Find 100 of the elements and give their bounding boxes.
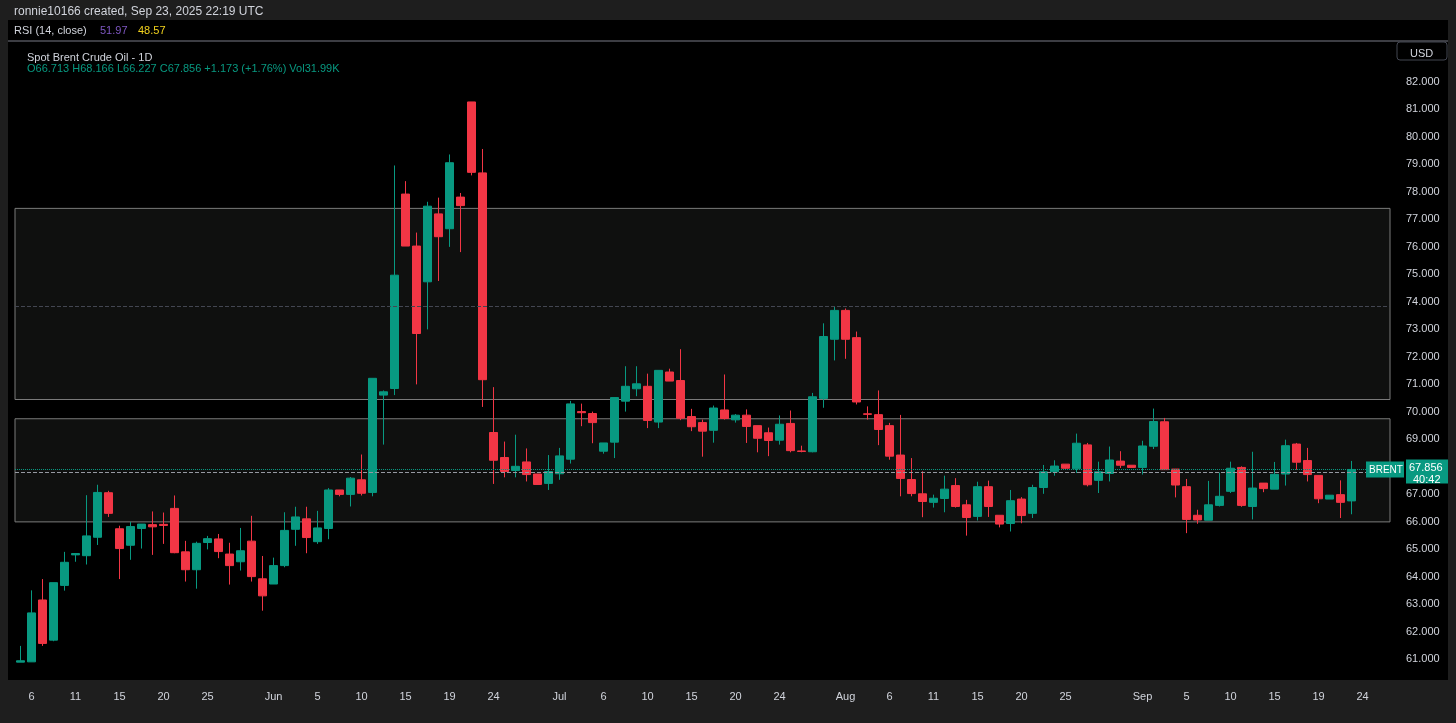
x-tick-label: 10: [355, 689, 368, 702]
x-tick-label: 24: [773, 689, 786, 702]
candlestick: [137, 523, 146, 550]
candlestick: [302, 506, 311, 554]
text: 51.97: [100, 23, 128, 36]
candlestick: [1182, 478, 1191, 534]
x-tick-label: 24: [1356, 689, 1369, 702]
candlestick: [434, 197, 443, 282]
candlestick: [742, 408, 751, 444]
candlestick: [192, 541, 201, 590]
x-tick-label: 25: [201, 689, 214, 702]
x-tick-label: 20: [157, 689, 170, 702]
candlestick: [478, 148, 487, 408]
candlestick: [764, 427, 773, 457]
x-tick-label: 11: [927, 689, 940, 702]
x-tick-label: 6: [28, 689, 35, 702]
candlestick: [489, 386, 498, 485]
candlestick: [995, 514, 1004, 528]
candlestick: [1193, 509, 1202, 525]
y-tick-label: 70.000: [1406, 404, 1440, 417]
candlestick: [632, 365, 641, 397]
candlestick: [159, 512, 168, 545]
x-tick-label: 25: [1059, 689, 1072, 702]
candlestick: [38, 578, 47, 647]
x-tick-label: 24: [487, 689, 500, 702]
text: Spot Brent Crude Oil - 1D: [27, 50, 153, 63]
candlestick: [236, 527, 245, 572]
candlestick: [456, 192, 465, 253]
candlestick: [1303, 447, 1312, 482]
y-tick-label: 67.000: [1406, 487, 1440, 499]
candlestick: [665, 368, 674, 382]
candlestick: [412, 232, 421, 385]
candlestick: [1083, 442, 1092, 487]
y-tick-label: 75.000: [1406, 267, 1440, 279]
text: O66.713 H68.166 L66.227 C67.856 +1.173 (+1.76%) Vol31.99K: [27, 61, 341, 74]
candlestick: [610, 397, 619, 459]
candlestick: [808, 392, 817, 453]
x-tick-label: 19: [443, 689, 456, 702]
candlestick: [71, 552, 80, 563]
candlestick: [1314, 474, 1323, 504]
x-tick-label: 20: [729, 689, 742, 702]
candlestick: [1160, 417, 1169, 471]
y-tick-label: 73.000: [1406, 322, 1440, 334]
x-tick-label: 10: [1224, 689, 1237, 702]
y-tick-label: 74.000: [1406, 294, 1440, 307]
candlestick: [951, 477, 960, 509]
x-tick-label: 15: [971, 689, 984, 702]
candlestick: [731, 413, 740, 424]
candlestick: [533, 473, 542, 485]
candlestick: [654, 369, 663, 429]
candlestick: [181, 540, 190, 583]
candlestick: [1028, 484, 1037, 519]
candlestick: [1204, 480, 1213, 521]
x-tick-label: 6: [600, 689, 607, 702]
y-tick-label: 80.000: [1406, 129, 1440, 142]
ref-line-label: BRENT: [1369, 463, 1403, 475]
candlestick: [291, 506, 300, 547]
candlestick: [676, 348, 685, 421]
candlestick: [423, 201, 432, 330]
candlestick: [918, 470, 927, 518]
candlestick: [775, 414, 784, 446]
candlestick: [203, 535, 212, 550]
x-tick-label: Jun: [264, 689, 283, 702]
candlestick: [60, 551, 69, 592]
candlestick: [104, 490, 113, 518]
candlestick: [126, 521, 135, 561]
candlestick: [984, 480, 993, 518]
candlestick: [49, 582, 58, 642]
candlestick: [797, 445, 806, 453]
y-tick-label: 81.000: [1406, 102, 1440, 114]
candlestick: [621, 365, 630, 413]
candlestick: [247, 515, 256, 583]
candlestick: [874, 389, 883, 446]
candlestick: [346, 476, 355, 507]
candlestick: [401, 180, 410, 247]
candlestick: [324, 487, 333, 540]
candlestick: [225, 542, 234, 586]
candlestick: [522, 447, 531, 482]
candlestick: [1116, 450, 1125, 469]
candlestick: [280, 511, 289, 568]
candlestick: [841, 307, 850, 360]
candlestick: [1061, 463, 1070, 471]
candlestick: [687, 408, 696, 432]
y-tick-label: 64.000: [1406, 569, 1440, 582]
candlestick: [786, 410, 795, 453]
candlestick: [1325, 494, 1334, 500]
candlestick: [1127, 464, 1136, 468]
candlestick: [940, 475, 949, 513]
candlestick: [269, 557, 278, 585]
candlestick: [1237, 465, 1246, 508]
candlestick: [885, 422, 894, 461]
candlestick: [753, 425, 762, 453]
candlestick: [1336, 479, 1345, 519]
candlestick: [819, 322, 828, 409]
candlestick: [1017, 496, 1026, 524]
x-tick-label: 6: [886, 689, 893, 702]
x-tick-label: 5: [314, 689, 321, 702]
y-tick-label: 82.000: [1406, 74, 1440, 87]
text: ronnie10166 created, Sep 23, 2025 22:19 UTC: [14, 4, 264, 18]
candlestick: [335, 489, 344, 497]
